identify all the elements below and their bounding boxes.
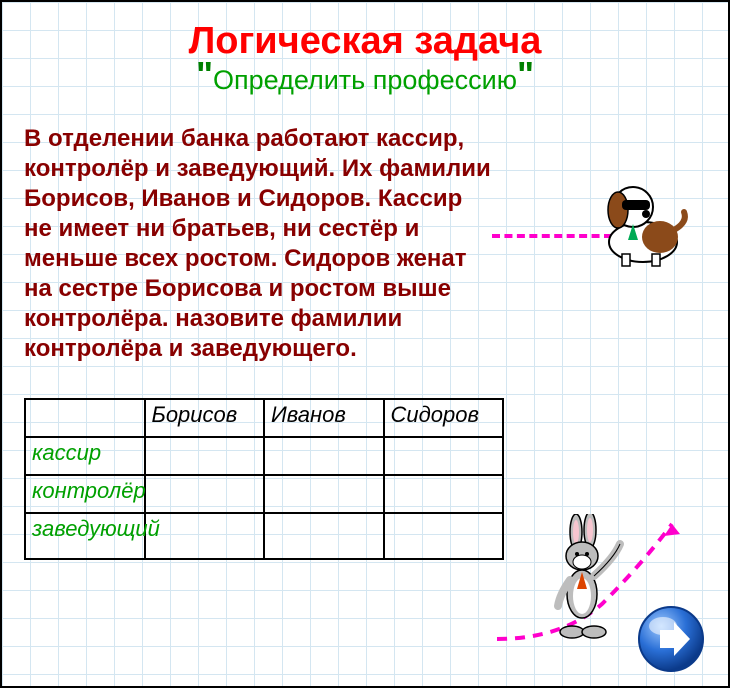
bunny-icon: [542, 514, 632, 644]
quote-left: ": [196, 54, 213, 95]
cell: [264, 513, 384, 559]
col-header-2: Иванов: [264, 399, 384, 437]
cell: [145, 475, 265, 513]
cell: [264, 475, 384, 513]
main-title: Логическая задача: [24, 20, 706, 63]
problem-text: В отделении банка работают кассир, контр…: [24, 124, 494, 364]
row-header-1: кассир: [25, 437, 145, 475]
col-header-1: Борисов: [145, 399, 265, 437]
row-header-3: заведующий: [25, 513, 145, 559]
cell: [264, 437, 384, 475]
quote-right: ": [517, 54, 534, 95]
col-header-3: Сидоров: [384, 399, 504, 437]
subtitle: Определить профессию: [213, 65, 517, 95]
cell: [384, 437, 504, 475]
logic-table: Борисов Иванов Сидоров кассир контролёр …: [24, 398, 504, 560]
cell: [384, 513, 504, 559]
row-header-2: контролёр: [25, 475, 145, 513]
next-button[interactable]: [636, 604, 706, 674]
page: Логическая задача "Определить профессию"…: [0, 0, 730, 688]
col-header-blank: [25, 399, 145, 437]
cell: [384, 475, 504, 513]
cell: [145, 437, 265, 475]
subtitle-row: "Определить профессию": [24, 65, 706, 96]
cell: [145, 513, 265, 559]
dog-icon: [588, 172, 698, 272]
